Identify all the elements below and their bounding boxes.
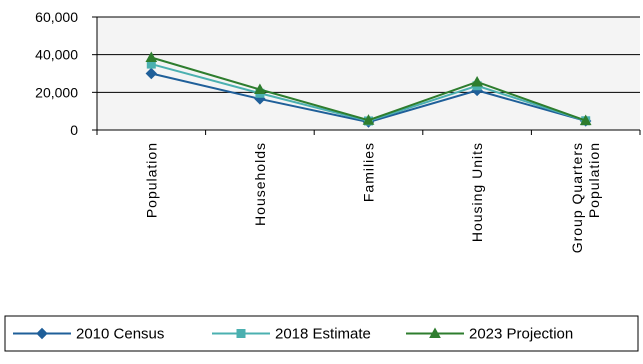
data-point	[362, 114, 375, 125]
y-tick-labels: 0 20,000 40,000 60,000	[35, 9, 78, 138]
x-tick-label: Housing Units	[469, 142, 485, 242]
legend-entry: 2018 Estimate	[212, 326, 371, 343]
y-tick-label: 0	[70, 122, 78, 138]
x-tick-label: Group Quarters	[569, 142, 585, 253]
y-tick-label: 20,000	[35, 84, 78, 100]
y-tick-label: 40,000	[35, 47, 78, 63]
legend-box	[4, 315, 639, 352]
grid-lines	[97, 16, 640, 93]
legend-label: 2010 Census	[76, 326, 164, 343]
data-point	[145, 67, 158, 80]
legend: 2010 Census 2018 Estimate 2023 Projection	[4, 315, 639, 352]
legend-marker	[236, 329, 246, 338]
legend-label: 2023 Projection	[469, 326, 573, 343]
x-tick-labels: Population Households Families Housing Unit…	[143, 142, 602, 253]
series	[145, 51, 592, 128]
y-tick-label: 60,000	[35, 9, 78, 25]
series-2023-projection	[145, 51, 592, 126]
x-tick-label: Population	[143, 142, 159, 218]
legend-label: 2018 Estimate	[275, 326, 371, 343]
x-tick-label: Population	[586, 142, 602, 218]
legend-marker	[36, 327, 48, 340]
x-tick-label: Households	[252, 142, 268, 226]
axes	[92, 16, 641, 135]
legend-entry: 2023 Projection	[406, 326, 573, 343]
x-tick-label: Families	[361, 142, 377, 202]
data-point	[471, 75, 483, 87]
data-point	[254, 83, 266, 95]
data-point	[579, 114, 592, 126]
legend-entry: 2010 Census	[13, 326, 164, 343]
legend-marker	[429, 327, 441, 338]
data-point	[145, 51, 158, 62]
